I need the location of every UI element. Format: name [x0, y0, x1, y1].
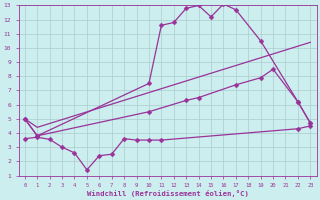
- X-axis label: Windchill (Refroidissement éolien,°C): Windchill (Refroidissement éolien,°C): [87, 190, 249, 197]
